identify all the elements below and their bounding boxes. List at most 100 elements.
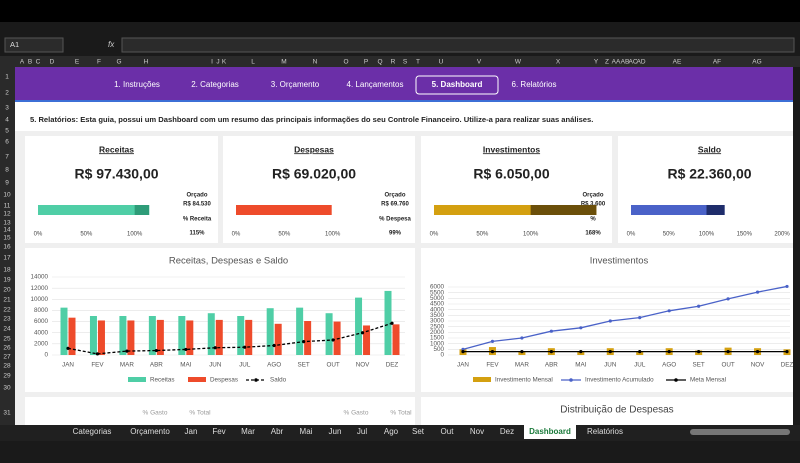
bar-tick-label: 50%: [278, 232, 291, 238]
sheet-tab[interactable]: Jul: [357, 427, 367, 436]
x-tick-label: MAI: [180, 362, 191, 369]
sheet-tab[interactable]: Mai: [300, 427, 313, 436]
budget-label: Orçado: [582, 193, 603, 199]
nav-tab[interactable]: 1. Instruções: [114, 80, 160, 89]
nav-tab[interactable]: 4. Lançamentos: [347, 80, 404, 89]
column-header: T: [416, 59, 420, 66]
sheet-tab[interactable]: Nov: [470, 427, 484, 436]
bar: [384, 290, 392, 355]
nav-tab[interactable]: 3. Orçamento: [271, 80, 320, 89]
row-header: 1: [5, 74, 9, 81]
column-header: J: [216, 59, 219, 66]
column-header-bar: [0, 56, 800, 67]
y-tick-label: 4000: [430, 306, 445, 313]
legend-swatch: [473, 377, 491, 382]
column-header: U: [439, 59, 444, 66]
line-marker: [490, 339, 495, 343]
bar: [127, 320, 135, 355]
y-tick-label: 2000: [430, 329, 445, 336]
line-marker: [461, 350, 465, 354]
column-header: AG: [752, 59, 761, 66]
row-header: 17: [3, 255, 11, 262]
line-marker: [213, 346, 217, 350]
line-marker: [302, 340, 306, 344]
y-tick-label: 6000: [430, 284, 445, 291]
nav-tab[interactable]: 5. Dashboard: [432, 80, 483, 89]
h-scrollbar[interactable]: [690, 429, 790, 435]
y-tick-label: 8000: [34, 307, 49, 314]
line-marker: [66, 346, 70, 350]
y-tick-label: 6000: [34, 318, 49, 325]
formula-input[interactable]: [121, 37, 795, 53]
legend-label: Saldo: [270, 377, 287, 384]
sheet-tab[interactable]: Out: [441, 427, 455, 436]
column-header: AE: [673, 59, 682, 66]
legend-label: Meta Mensal: [690, 377, 726, 384]
column-header: D: [50, 59, 55, 66]
legend-label: Investimento Mensal: [495, 377, 553, 384]
y-tick-label: 1000: [430, 340, 445, 347]
legend-label: Receitas: [150, 377, 175, 384]
row-header: 6: [5, 139, 9, 146]
column-header: K: [222, 59, 227, 66]
bar-tick-label: 50%: [80, 232, 93, 238]
sheet-tab[interactable]: Dashboard: [529, 427, 571, 436]
sheet-tab[interactable]: Categorias: [73, 427, 112, 436]
bar: [178, 316, 186, 355]
line-marker: [331, 338, 335, 342]
row-header: 16: [3, 244, 11, 251]
x-tick-label: NOV: [751, 362, 765, 369]
column-label: % Gasto: [143, 410, 168, 417]
column-header: R: [391, 59, 396, 66]
bar-tick-label: 100%: [699, 232, 715, 238]
name-box[interactable]: [4, 37, 64, 53]
pct-label: % Despesa: [379, 217, 411, 223]
line-marker: [390, 321, 394, 325]
line-marker: [360, 331, 365, 335]
progress-overflow: [530, 205, 597, 215]
column-label: % Total: [189, 410, 211, 417]
bar: [577, 351, 585, 355]
row-header: 7: [5, 154, 9, 161]
row-header: 10: [3, 192, 11, 199]
nav-tab[interactable]: 2. Categorias: [191, 80, 239, 89]
progress-overflow: [706, 205, 725, 215]
active-sheet-tab[interactable]: [524, 425, 576, 439]
sheet-tab[interactable]: Abr: [271, 427, 284, 436]
column-label: % Total: [390, 410, 412, 417]
budget-value: R$ 84.530: [183, 202, 211, 208]
sheet-tab[interactable]: Fev: [212, 427, 225, 436]
column-header: AA: [612, 59, 621, 66]
title-bar: [0, 0, 800, 22]
x-tick-label: ABR: [150, 362, 163, 369]
sheet-tab[interactable]: Jan: [185, 427, 198, 436]
line-marker: [579, 326, 583, 330]
nav-tab[interactable]: 6. Relatórios: [512, 80, 557, 89]
x-tick-label: JUL: [634, 362, 646, 369]
x-tick-label: JAN: [62, 362, 74, 369]
line-marker: [272, 343, 276, 348]
x-tick-label: AGO: [267, 362, 281, 369]
sheet-tab[interactable]: Dez: [500, 427, 514, 436]
sheet-tab[interactable]: Ago: [384, 427, 399, 436]
row-header: 3: [5, 105, 9, 112]
bar: [266, 308, 274, 355]
chart-title: Investimentos: [590, 256, 649, 267]
x-tick-label: FEV: [91, 362, 104, 369]
sheet-tab[interactable]: Orçamento: [130, 427, 170, 436]
sheet-tab[interactable]: Relatórios: [587, 427, 623, 436]
sheet-tab[interactable]: Jun: [329, 427, 342, 436]
line-marker: [608, 350, 612, 354]
bar: [237, 316, 245, 355]
sheet-tab[interactable]: Mar: [241, 427, 255, 436]
x-tick-label: AGO: [662, 362, 676, 369]
card-title: Despesas: [294, 144, 334, 154]
bar-tick-label: 0%: [34, 232, 43, 238]
row-header: 21: [3, 297, 11, 304]
row-header: 19: [3, 277, 11, 284]
column-header: M: [281, 59, 286, 66]
row-header: 22: [3, 307, 11, 314]
row-header: 20: [3, 287, 11, 294]
sheet-tab[interactable]: Set: [412, 427, 425, 436]
